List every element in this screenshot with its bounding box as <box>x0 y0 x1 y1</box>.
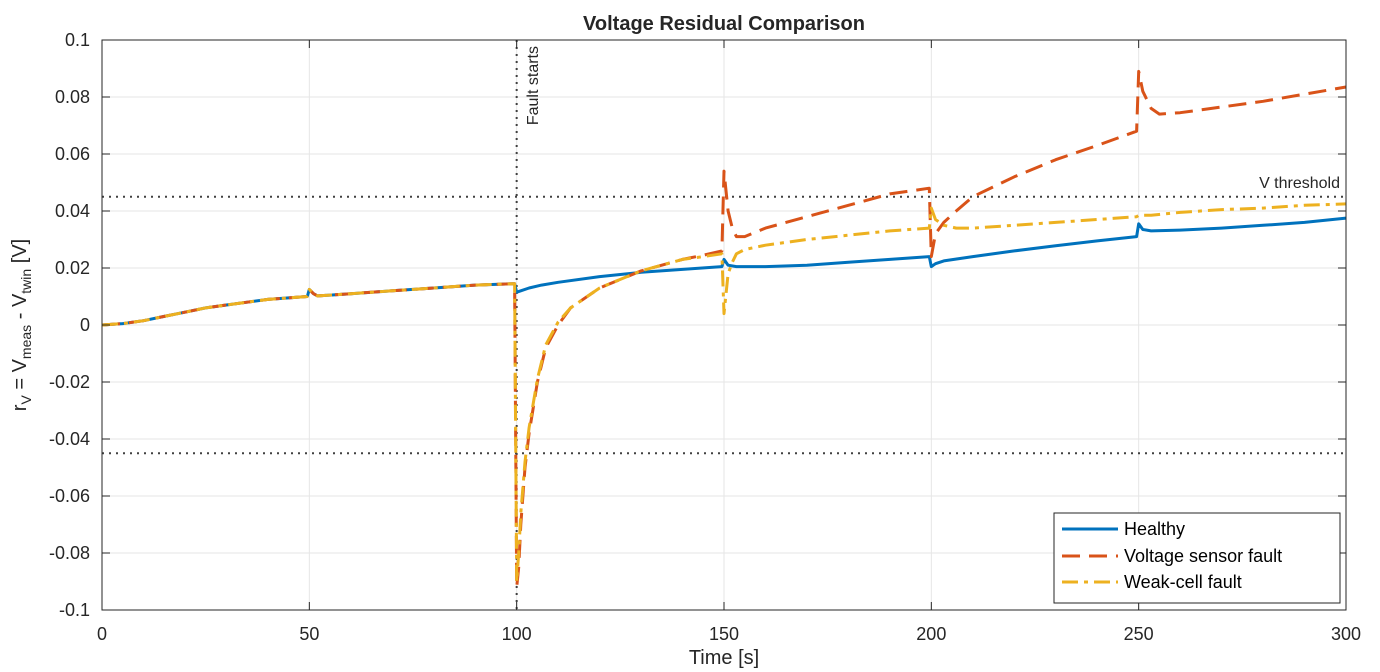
y-label-unit: [V] <box>9 239 31 269</box>
y-label-rest-sub: twin <box>18 269 34 294</box>
y-tick-label: -0.08 <box>49 543 90 563</box>
y-tick-label: -0.1 <box>59 600 90 620</box>
y-axis-label: rV = Vmeas - Vtwin [V] <box>9 239 34 411</box>
series-line-voltage-sensor-fault <box>101 69 1347 589</box>
y-label-mid-sub: meas <box>18 325 34 359</box>
threshold-lines <box>102 195 1346 455</box>
legend-label-weak-cell-fault: Weak-cell fault <box>1124 572 1242 592</box>
x-tick-label: 0 <box>97 624 107 644</box>
chart-title: Voltage Residual Comparison <box>583 13 865 35</box>
series-group <box>101 69 1347 589</box>
y-label-main: r <box>9 404 31 411</box>
y-label-rest: - V <box>9 293 31 325</box>
x-tick-label: 250 <box>1124 624 1154 644</box>
x-tick-label: 50 <box>299 624 319 644</box>
x-tick-label: 300 <box>1331 624 1361 644</box>
legend-label-healthy: Healthy <box>1124 519 1185 539</box>
y-tick-label: -0.04 <box>49 429 90 449</box>
y-label-mid: = V <box>9 358 31 395</box>
y-tick-label: 0.1 <box>65 30 90 50</box>
fault-label: Fault starts <box>525 46 542 125</box>
x-tick-labels: 0 50 100 150 200 250 300 <box>97 624 1361 644</box>
legend: Healthy Voltage sensor fault Weak-cell f… <box>1053 512 1341 604</box>
x-tick-label: 200 <box>916 624 946 644</box>
y-tick-labels: -0.1 -0.08 -0.06 -0.04 -0.02 0 0.02 0.04 0.06 0.0… <box>49 30 90 620</box>
y-tick-label: 0.04 <box>55 201 90 221</box>
y-tick-label: 0.08 <box>55 87 90 107</box>
x-tick-label: 100 <box>502 624 532 644</box>
axis-ticks <box>101 39 1347 611</box>
legend-label-voltage-sensor-fault: Voltage sensor fault <box>1124 546 1282 566</box>
x-axis-label: Time [s] <box>689 647 759 669</box>
y-tick-label: -0.06 <box>49 486 90 506</box>
y-tick-label: 0.02 <box>55 258 90 278</box>
y-label-main-sub: V <box>18 395 34 405</box>
y-tick-label: -0.02 <box>49 372 90 392</box>
y-tick-label: 0.06 <box>55 144 90 164</box>
x-tick-label: 150 <box>709 624 739 644</box>
y-tick-label: 0 <box>80 315 90 335</box>
threshold-label: V threshold <box>1259 175 1340 192</box>
